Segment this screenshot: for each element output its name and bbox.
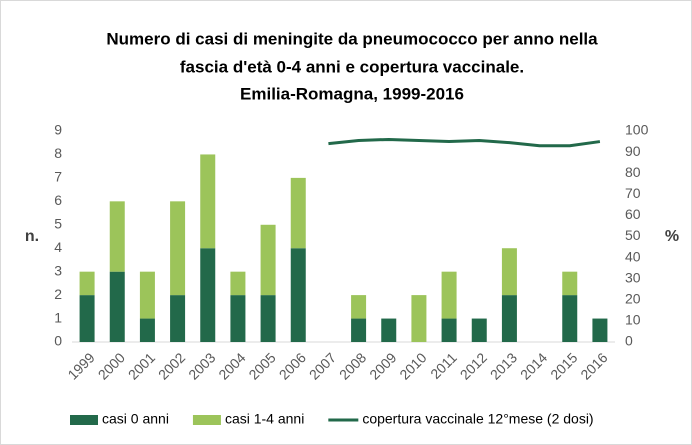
- bar: [290, 248, 306, 342]
- bar: [109, 201, 125, 272]
- bar: [200, 154, 216, 249]
- bar: [79, 271, 95, 296]
- bar: [109, 271, 125, 342]
- chart-title: Emilia-Romagna, 1999-2016: [240, 84, 464, 103]
- y-tick-label: 9: [54, 122, 62, 138]
- y2-tick-label: 10: [625, 312, 641, 328]
- y-tick-label: 3: [54, 262, 62, 278]
- bar: [592, 318, 608, 342]
- bar: [79, 295, 95, 342]
- y-tick-label: 1: [54, 309, 62, 325]
- y-axis-label: n.: [25, 228, 39, 245]
- legend-label: casi 0 anni: [102, 411, 169, 427]
- y-tick-label: 8: [54, 145, 62, 161]
- bar: [230, 271, 246, 296]
- y-tick-label: 2: [54, 286, 62, 302]
- bar: [562, 271, 578, 296]
- y2-tick-label: 0: [625, 333, 633, 349]
- bar: [441, 318, 457, 342]
- chart-title: Numero di casi di meningite da pneumococ…: [106, 29, 598, 48]
- bar: [471, 318, 487, 342]
- bar: [351, 295, 367, 319]
- y-tick-label: 6: [54, 192, 62, 208]
- bar: [381, 318, 397, 342]
- legend-label: copertura vaccinale 12°mese (2 dosi): [362, 411, 593, 427]
- bar: [139, 271, 155, 319]
- y2-tick-label: 100: [625, 122, 649, 138]
- bar: [260, 224, 276, 296]
- y-tick-label: 4: [54, 239, 62, 255]
- y-tick-label: 5: [54, 215, 62, 231]
- y2-tick-label: 30: [625, 269, 641, 285]
- y2-tick-label: 70: [625, 185, 641, 201]
- bar: [170, 201, 186, 296]
- bar: [260, 295, 276, 342]
- y2-axis-label: %: [665, 228, 679, 245]
- bar: [139, 318, 155, 342]
- legend-swatch: [70, 415, 98, 425]
- bar: [501, 295, 517, 342]
- y2-tick-label: 90: [625, 143, 641, 159]
- chart-title: fascia d'età 0-4 anni e copertura vaccin…: [180, 57, 524, 76]
- bar: [170, 295, 186, 342]
- y2-tick-label: 40: [625, 248, 641, 264]
- bar: [441, 271, 457, 319]
- y2-tick-label: 80: [625, 164, 641, 180]
- legend-label: casi 1-4 anni: [225, 411, 304, 427]
- bar: [562, 295, 578, 342]
- bar: [501, 248, 517, 296]
- bar: [290, 177, 306, 249]
- bar: [351, 318, 367, 342]
- bar: [230, 295, 246, 342]
- y-tick-label: 7: [54, 169, 62, 185]
- y2-tick-label: 60: [625, 206, 641, 222]
- bar: [411, 295, 427, 342]
- y-tick-label: 0: [54, 333, 62, 349]
- bar: [200, 248, 216, 342]
- legend-swatch: [192, 415, 221, 425]
- y2-tick-label: 20: [625, 291, 641, 307]
- line: [328, 137, 601, 148]
- y2-tick-label: 50: [625, 227, 641, 243]
